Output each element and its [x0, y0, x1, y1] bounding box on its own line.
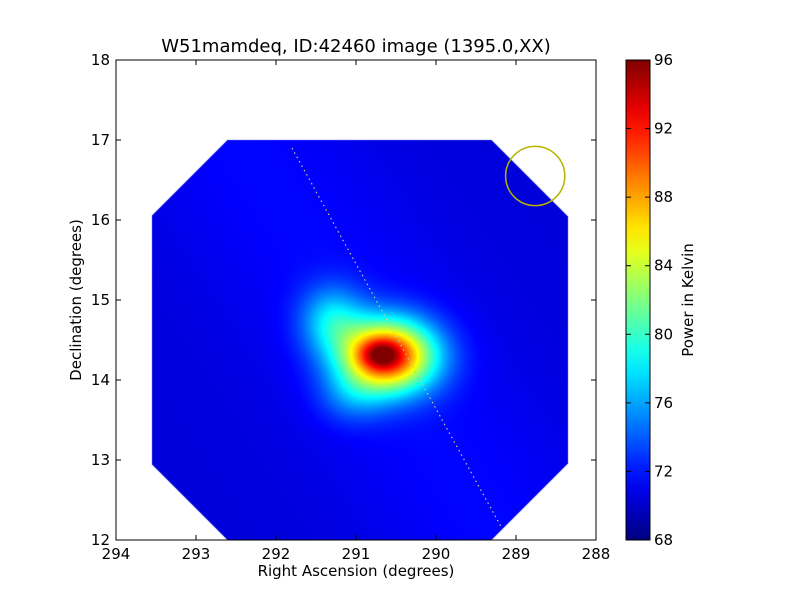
x-tick-label: 294: [102, 545, 131, 563]
colorbar-fill: [626, 60, 650, 540]
x-tick-label: 292: [262, 545, 291, 563]
colorbar-tick-label: 76: [654, 394, 673, 412]
x-tick-label: 293: [182, 545, 211, 563]
y-tick-label: 15: [91, 291, 110, 309]
colorbar-frame: [625, 59, 651, 541]
heatmap-image: [116, 60, 596, 540]
y-tick-label: 16: [91, 211, 110, 229]
y-axis-label: Declination (degrees): [67, 219, 85, 381]
colorbar-ticks: 68 72 76 80 84 88 92 96: [626, 51, 673, 549]
heatmap-axes: 294 293 292 291 290 289 288 12 13 14 15 16 17 18 Rig…: [67, 51, 610, 580]
colorbar-tick-label: 88: [654, 188, 673, 206]
x-tick-label: 289: [502, 545, 531, 563]
colorbar-tick-label: 68: [654, 531, 673, 549]
galactic-plane-line: [291, 147, 505, 533]
x-tick-label: 290: [422, 545, 451, 563]
colorbar-tick-label: 92: [654, 120, 673, 138]
y-tick-label: 18: [91, 51, 110, 69]
colorbar: 68 72 76 80 84 88 92 96 Power in Kelvin: [625, 51, 697, 549]
colorbar-tick-label: 80: [654, 325, 673, 343]
x-tick-label: 291: [342, 545, 371, 563]
y-tick-label: 14: [91, 371, 110, 389]
y-tick-label: 13: [91, 451, 110, 469]
y-tick-label: 17: [91, 131, 110, 149]
chart-title: W51mamdeq, ID:42460 image (1395.0,XX): [161, 36, 551, 57]
y-tick-label: 12: [91, 531, 110, 549]
colorbar-tick-label: 72: [654, 462, 673, 480]
beam-circle: [504, 145, 566, 207]
x-axis-ticks: 294 293 292 291 290 289 288: [102, 60, 611, 563]
colorbar-tick-label: 84: [654, 257, 673, 275]
x-tick-label: 288: [582, 545, 611, 563]
colorbar-tick-label: 96: [654, 51, 673, 69]
y-axis-ticks: 12 13 14 15 16 17 18: [91, 51, 596, 549]
x-axis-label: Right Ascension (degrees): [258, 562, 455, 580]
colorbar-label: Power in Kelvin: [679, 243, 697, 357]
